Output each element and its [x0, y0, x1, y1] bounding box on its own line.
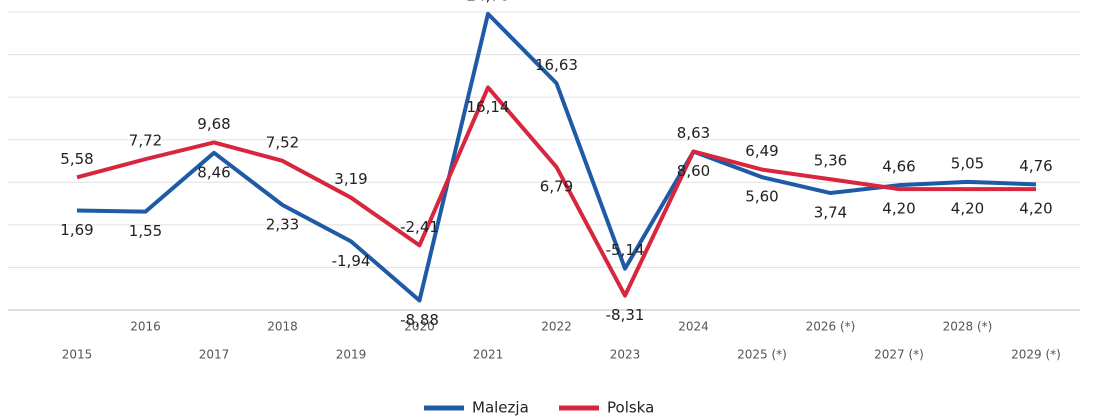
value-label: 7,72: [129, 132, 162, 150]
value-label: 4,76: [1019, 157, 1052, 175]
value-label: 4,66: [882, 158, 915, 176]
value-label: 16,63: [535, 56, 578, 74]
x-tick-label: 2027 (*): [874, 348, 924, 362]
legend-label: Polska: [607, 399, 654, 417]
value-label: 8,63: [677, 124, 710, 142]
value-label: -5,14: [606, 241, 645, 259]
value-label: 9,68: [197, 115, 230, 133]
value-label: 4,20: [951, 200, 984, 218]
x-tick-label: 2016: [130, 320, 161, 334]
value-label: 8,46: [197, 163, 230, 181]
x-tick-label: 2026 (*): [806, 320, 856, 334]
value-label: 5,60: [745, 188, 778, 206]
x-tick-label: 2018: [267, 320, 298, 334]
x-tick-label: 2020: [404, 320, 435, 334]
value-label: 5,36: [814, 152, 847, 170]
x-tick-label: 2025 (*): [737, 348, 787, 362]
x-tick-label: 2023: [610, 348, 641, 362]
value-label: 6,79: [540, 178, 573, 196]
value-label: 8,60: [677, 162, 710, 180]
value-label: 1,69: [60, 221, 93, 239]
value-label: 2,33: [266, 216, 299, 234]
value-label: -1,94: [332, 252, 371, 270]
x-tick-label: 2017: [199, 348, 230, 362]
value-label: 16,14: [467, 98, 510, 116]
value-label: 7,52: [266, 133, 299, 151]
value-label: 5,05: [951, 154, 984, 172]
value-label: 4,20: [1019, 200, 1052, 218]
x-tick-label: 2028 (*): [943, 320, 993, 334]
x-tick-label: 2019: [336, 348, 367, 362]
x-tick-label: 2015: [62, 348, 93, 362]
value-label: 24,78: [467, 0, 510, 4]
legend-label: Malezja: [472, 399, 529, 417]
x-tick-label: 2024: [678, 320, 709, 334]
value-label: 4,20: [882, 200, 915, 218]
value-label: 1,55: [129, 222, 162, 240]
value-label: -2,41: [400, 218, 439, 236]
value-label: 3,19: [334, 170, 367, 188]
series-line: [76, 85, 1036, 298]
value-label: -8,88: [400, 311, 439, 329]
value-label: 6,49: [745, 142, 778, 160]
x-tick-label: 2021: [473, 348, 504, 362]
value-label: 3,74: [814, 204, 847, 222]
value-label: -8,31: [606, 306, 645, 324]
value-label: 5,58: [60, 150, 93, 168]
x-tick-label: 2029 (*): [1011, 348, 1061, 362]
x-tick-label: 2022: [541, 320, 572, 334]
